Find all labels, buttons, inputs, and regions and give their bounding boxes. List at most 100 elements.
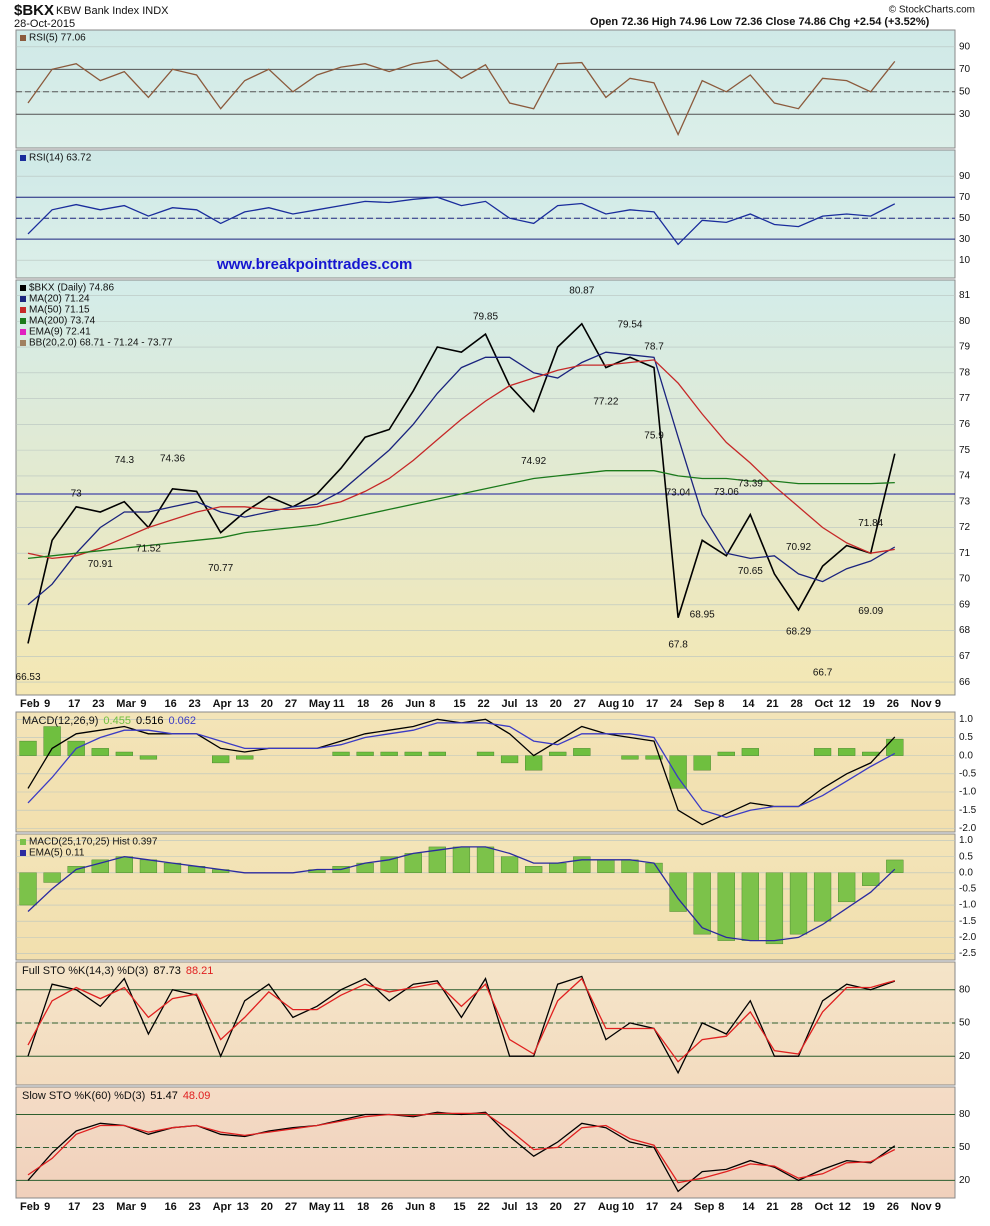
credit: © StockCharts.com <box>889 5 975 16</box>
x-tick-label: 9 <box>44 698 50 710</box>
price-label: 78.7 <box>644 341 664 352</box>
x-tick-label: 8 <box>429 698 435 710</box>
y-tick-label: 76 <box>959 419 971 430</box>
x-tick-label: 9 <box>140 698 146 710</box>
price-label: 69.09 <box>858 606 883 617</box>
series-line <box>27 975 896 1075</box>
x-tick-label: 17 <box>68 698 80 710</box>
x-tick-label: Oct <box>815 1201 834 1213</box>
x-tick-label: 16 <box>164 1201 176 1213</box>
x-tick-label: Mar <box>116 1201 136 1213</box>
histogram-bar <box>428 846 446 873</box>
price-label: 66.7 <box>813 668 833 679</box>
x-tick-label: Aug <box>598 1201 619 1213</box>
histogram-bar <box>91 859 109 873</box>
x-tick-label: Jun <box>405 1201 425 1213</box>
x-tick-label: Mar <box>116 698 136 710</box>
y-tick-label: 20 <box>959 1051 971 1062</box>
histogram-bar <box>741 872 759 941</box>
legend-swatch <box>20 35 26 41</box>
x-tick-label: 8 <box>429 1201 435 1213</box>
x-tick-label: 14 <box>742 1201 755 1213</box>
y-tick-label: 90 <box>959 171 971 182</box>
histogram-bar <box>886 859 904 873</box>
price-label: 71.84 <box>858 518 883 529</box>
histogram-bar <box>862 751 880 756</box>
histogram-bar <box>669 872 687 912</box>
x-tick-label: Feb <box>20 698 40 710</box>
legend-swatch <box>20 318 26 324</box>
y-tick-label: -0.5 <box>959 884 977 895</box>
y-tick-label: 72 <box>959 522 971 533</box>
legend-entry: 51.47 <box>150 1090 178 1102</box>
x-tick-label: 27 <box>285 698 297 710</box>
x-tick-label: 21 <box>766 698 778 710</box>
histogram-bar <box>573 748 591 756</box>
histogram-bar <box>741 748 759 756</box>
legend-swatch <box>20 155 26 161</box>
panel-background <box>15 1086 956 1199</box>
x-tick-label: 19 <box>863 1201 875 1213</box>
y-tick-label: -1.5 <box>959 805 977 816</box>
x-tick-label: 10 <box>622 698 634 710</box>
series-line <box>27 196 896 246</box>
x-tick-label: 17 <box>68 1201 80 1213</box>
x-tick-label: 23 <box>189 1201 201 1213</box>
legend-entry: RSI(5) 77.06 <box>29 33 86 44</box>
y-tick-label: 67 <box>959 651 971 662</box>
legend-swatch <box>20 329 26 335</box>
histogram-bar <box>115 751 133 756</box>
x-tick-label: 18 <box>357 698 369 710</box>
y-tick-label: -1.5 <box>959 916 977 927</box>
x-tick-label: 9 <box>935 698 941 710</box>
series-line <box>27 322 896 644</box>
y-tick-label: 0.5 <box>959 851 973 862</box>
price-label: 73.39 <box>738 478 763 489</box>
index-name: KBW Bank Index INDX <box>56 5 169 17</box>
x-tick-label: 23 <box>189 698 201 710</box>
histogram-bar <box>693 755 711 771</box>
y-tick-label: -0.5 <box>959 768 977 779</box>
panel-background <box>15 711 956 833</box>
legend-entry: MA(20) 71.24 <box>29 294 90 305</box>
histogram-bar <box>669 755 687 789</box>
x-tick-label: Jun <box>405 698 425 710</box>
price-label: 67.8 <box>668 639 688 650</box>
x-tick-label: 23 <box>92 1201 104 1213</box>
y-tick-label: -2.0 <box>959 823 977 834</box>
series-line <box>27 59 896 137</box>
histogram-bar <box>525 866 543 873</box>
y-tick-label: 75 <box>959 445 971 456</box>
x-tick-label: 24 <box>670 1201 683 1213</box>
x-tick-label: 9 <box>44 1201 50 1213</box>
panel-background <box>15 279 956 696</box>
histogram-bar <box>597 859 615 873</box>
x-tick-label: 16 <box>164 698 176 710</box>
series-line <box>27 846 896 942</box>
x-tick-label: Oct <box>815 698 834 710</box>
x-tick-label: Nov <box>911 1201 933 1213</box>
price-label: 74.36 <box>160 453 185 464</box>
histogram-bar <box>621 755 639 760</box>
x-tick-label: Sep <box>694 698 714 710</box>
histogram-bar <box>139 755 158 760</box>
x-tick-label: 27 <box>285 1201 297 1213</box>
legend-entry: 0.062 <box>168 715 196 727</box>
histogram-bar <box>886 738 904 756</box>
histogram-bar <box>838 748 856 756</box>
histogram-bar <box>717 751 735 756</box>
histogram-bar <box>838 872 856 903</box>
series-line <box>27 359 895 560</box>
legend-entry: 48.09 <box>183 1090 211 1102</box>
y-tick-label: 50 <box>959 86 971 97</box>
x-tick-label: 17 <box>646 1201 658 1213</box>
y-tick-label: -1.0 <box>959 787 977 798</box>
x-tick-label: 28 <box>790 698 802 710</box>
series-line <box>27 351 896 606</box>
histogram-bar <box>428 751 446 756</box>
date: 28-Oct-2015 <box>14 18 75 30</box>
y-tick-label: 0.0 <box>959 867 973 878</box>
histogram-bar <box>115 856 133 873</box>
x-tick-label: 12 <box>839 698 851 710</box>
y-tick-label: 68 <box>959 625 971 636</box>
